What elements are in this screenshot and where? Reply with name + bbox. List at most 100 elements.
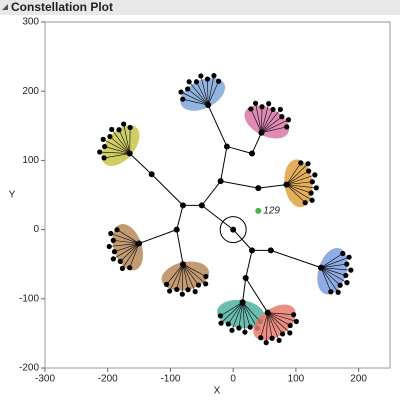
leaf-dot <box>279 114 284 119</box>
x-tick-label: 100 <box>288 374 305 385</box>
leaf-dot <box>328 289 333 294</box>
x-tick-label: 200 <box>350 374 367 385</box>
leaf-dot <box>338 283 343 288</box>
leaf-dot <box>216 79 221 84</box>
leaf-dot <box>298 160 303 165</box>
leaf-dot <box>205 76 210 81</box>
leaf-dot <box>229 328 234 333</box>
leaf-dot <box>278 107 283 112</box>
leaf-dot <box>203 281 208 286</box>
leaf-dot <box>111 256 116 261</box>
leaf-dot <box>218 321 223 326</box>
node <box>205 102 211 108</box>
leaf-dot <box>340 251 345 256</box>
leaf-dot <box>284 124 289 129</box>
leaf-dot <box>336 290 341 295</box>
leaf-dot <box>211 73 216 78</box>
leaf-dot <box>347 255 352 260</box>
node <box>284 182 290 188</box>
leaf-dot <box>248 325 253 330</box>
leaf-dot <box>203 274 208 279</box>
leaf-dot <box>288 323 293 328</box>
leaf-dot <box>264 340 269 345</box>
leaf-dot <box>294 319 299 324</box>
leaf-dot <box>178 89 183 94</box>
leaf-dot <box>286 117 291 122</box>
node <box>218 178 224 184</box>
node <box>127 150 133 156</box>
leaf-dot <box>309 198 314 203</box>
leaf-dot <box>344 262 349 267</box>
chart-title: Constellation Plot <box>11 0 113 14</box>
leaf-dot <box>270 107 275 112</box>
leaf-dot <box>248 106 253 111</box>
node <box>268 247 274 253</box>
leaf-dot <box>303 200 308 205</box>
leaf-dot <box>164 282 169 287</box>
leaf-dot <box>266 101 271 106</box>
leaf-dot <box>174 287 179 292</box>
x-tick-label: -300 <box>35 374 55 385</box>
y-tick-label: -100 <box>19 293 39 304</box>
x-tick-label: -100 <box>160 374 180 385</box>
leaf-dot <box>114 227 119 232</box>
leaf-dot <box>111 238 116 243</box>
leaf-dot <box>287 330 292 335</box>
y-tick-label: 100 <box>22 155 39 166</box>
leaf-dot <box>127 265 132 270</box>
leaf-dot <box>277 338 282 343</box>
leaf-dot <box>116 127 121 132</box>
leaf-dot <box>242 330 247 335</box>
y-axis-label: Y <box>9 190 16 201</box>
x-axis-label: X <box>214 386 221 397</box>
leaf-dot <box>236 325 241 330</box>
node <box>149 171 155 177</box>
leaf-dot <box>314 185 319 190</box>
leaf-dot <box>185 86 190 91</box>
node <box>136 240 142 246</box>
y-tick-label: 300 <box>22 17 39 28</box>
y-tick-label: -200 <box>19 363 39 374</box>
leaf-dot <box>180 97 185 102</box>
node <box>174 227 180 233</box>
leaf-dot <box>109 127 114 132</box>
leaf-dot <box>309 190 314 195</box>
node <box>255 185 261 191</box>
leaf-dot <box>196 282 201 287</box>
leaf-dot <box>187 79 192 84</box>
annotation: 129 <box>263 206 280 217</box>
node <box>180 202 186 208</box>
leaf-dot <box>101 137 106 142</box>
leaf-dot <box>344 280 349 285</box>
leaf-dot <box>291 312 296 317</box>
x-tick-label: -200 <box>98 374 118 385</box>
plot-frame <box>45 22 390 368</box>
leaf-dot <box>121 121 126 126</box>
node <box>258 130 264 136</box>
y-tick-label: 0 <box>33 224 39 235</box>
annotation-dot <box>255 208 261 214</box>
node <box>249 150 255 156</box>
leaf-dot <box>343 273 348 278</box>
node <box>199 202 205 208</box>
leaf-dot <box>253 101 258 106</box>
leaf-dot <box>193 289 198 294</box>
leaf-dot <box>120 266 125 271</box>
leaf-dot <box>185 287 190 292</box>
node <box>230 227 236 233</box>
node <box>224 144 230 150</box>
leaf-dot <box>107 134 112 139</box>
y-tick-label: 200 <box>22 86 39 97</box>
leaf-dot <box>194 79 199 84</box>
leaf-dot <box>226 321 231 326</box>
leaf-dot <box>107 244 112 249</box>
leaf-dot <box>348 268 353 273</box>
leaf-dot <box>280 331 285 336</box>
node <box>180 261 186 267</box>
leaf-dot <box>167 288 172 293</box>
node <box>318 265 324 271</box>
leaf-dot <box>258 335 263 340</box>
node <box>249 247 255 253</box>
leaf-dot <box>180 292 185 297</box>
